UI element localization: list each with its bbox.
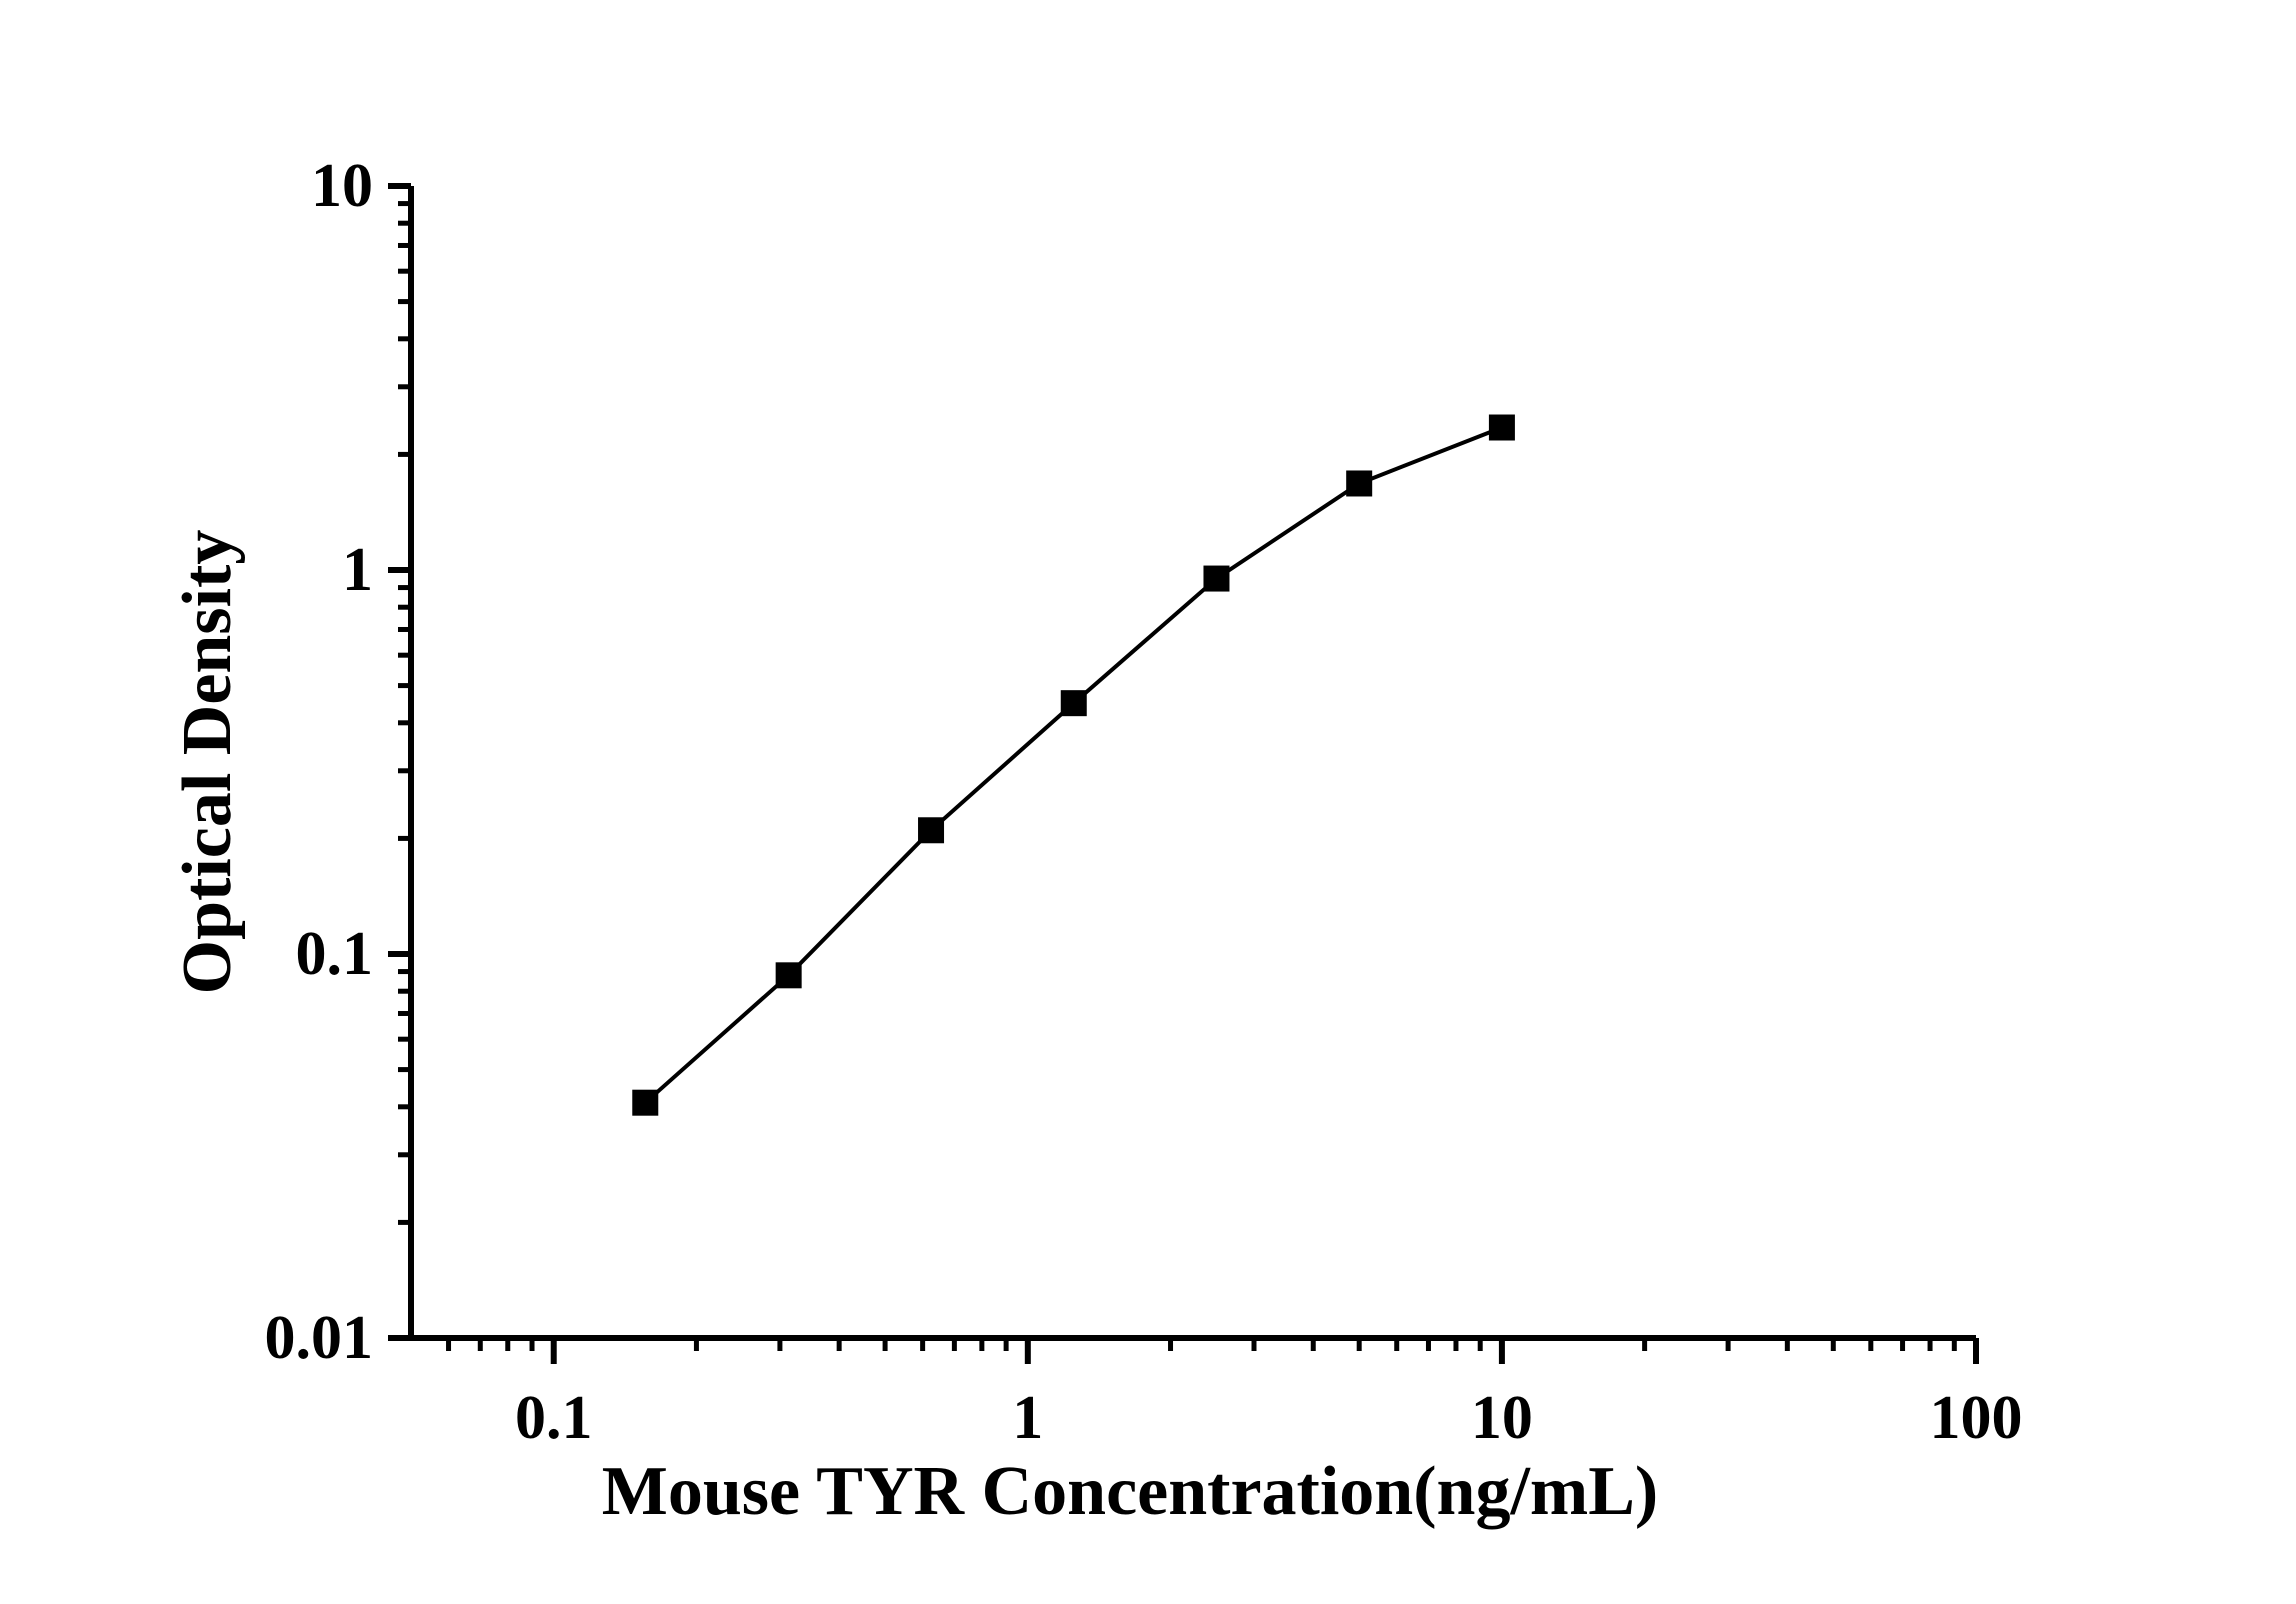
data-point-marker bbox=[918, 817, 945, 844]
y-axis-label: Optical Density bbox=[169, 530, 246, 995]
plot-axes bbox=[408, 186, 1976, 1341]
x-tick-label: 10 bbox=[1471, 1384, 1533, 1452]
x-axis-label: Mouse TYR Concentration(ng/mL) bbox=[602, 1453, 1658, 1530]
y-tick-label: 10 bbox=[311, 152, 373, 220]
x-axis-major-ticks bbox=[550, 1338, 1979, 1364]
axis-spines bbox=[408, 186, 1976, 1341]
y-tick-label: 1 bbox=[342, 536, 373, 604]
x-axis-minor-ticks bbox=[446, 1338, 1957, 1351]
y-axis-major-ticks bbox=[388, 183, 411, 1341]
y-axis-minor-ticks bbox=[398, 201, 411, 1225]
data-point-marker bbox=[775, 962, 802, 989]
x-axis-tick-labels: 0.1 1 10 100 bbox=[515, 1384, 2023, 1452]
data-point-marker bbox=[1203, 565, 1230, 592]
y-tick-label: 0.01 bbox=[265, 1304, 374, 1372]
data-point-marker bbox=[1060, 690, 1087, 717]
data-series bbox=[632, 414, 1515, 1116]
y-axis-tick-labels: 0.01 0.1 1 10 bbox=[265, 152, 374, 1372]
data-point-marker bbox=[632, 1089, 659, 1116]
x-tick-label: 100 bbox=[1930, 1384, 2023, 1452]
series-line bbox=[643, 425, 1503, 1105]
y-tick-label: 0.1 bbox=[296, 920, 374, 988]
x-tick-label: 1 bbox=[1012, 1384, 1043, 1452]
x-tick-label: 0.1 bbox=[515, 1384, 593, 1452]
data-point-marker bbox=[1346, 470, 1373, 497]
data-point-marker bbox=[1488, 414, 1515, 441]
